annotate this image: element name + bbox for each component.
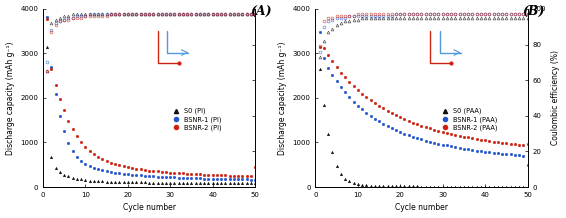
Text: (B): (B) xyxy=(522,5,544,18)
Legend: S0 (PI), BSNR-1 (PI), BSNR-2 (PI): S0 (PI), BSNR-1 (PI), BSNR-2 (PI) xyxy=(167,105,225,133)
Text: (A): (A) xyxy=(251,5,272,18)
Y-axis label: Coulombic efficiency (%): Coulombic efficiency (%) xyxy=(551,51,560,145)
Y-axis label: Discharge capacity (mAh g⁻¹): Discharge capacity (mAh g⁻¹) xyxy=(6,41,15,155)
Legend: S0 (PAA), BSNR-1 (PAA), BSNR-2 (PAA): S0 (PAA), BSNR-1 (PAA), BSNR-2 (PAA) xyxy=(436,105,500,133)
X-axis label: Cycle number: Cycle number xyxy=(122,203,175,213)
X-axis label: Cycle number: Cycle number xyxy=(395,203,448,213)
Y-axis label: Discharge capacity (mAh g⁻¹): Discharge capacity (mAh g⁻¹) xyxy=(278,41,287,155)
